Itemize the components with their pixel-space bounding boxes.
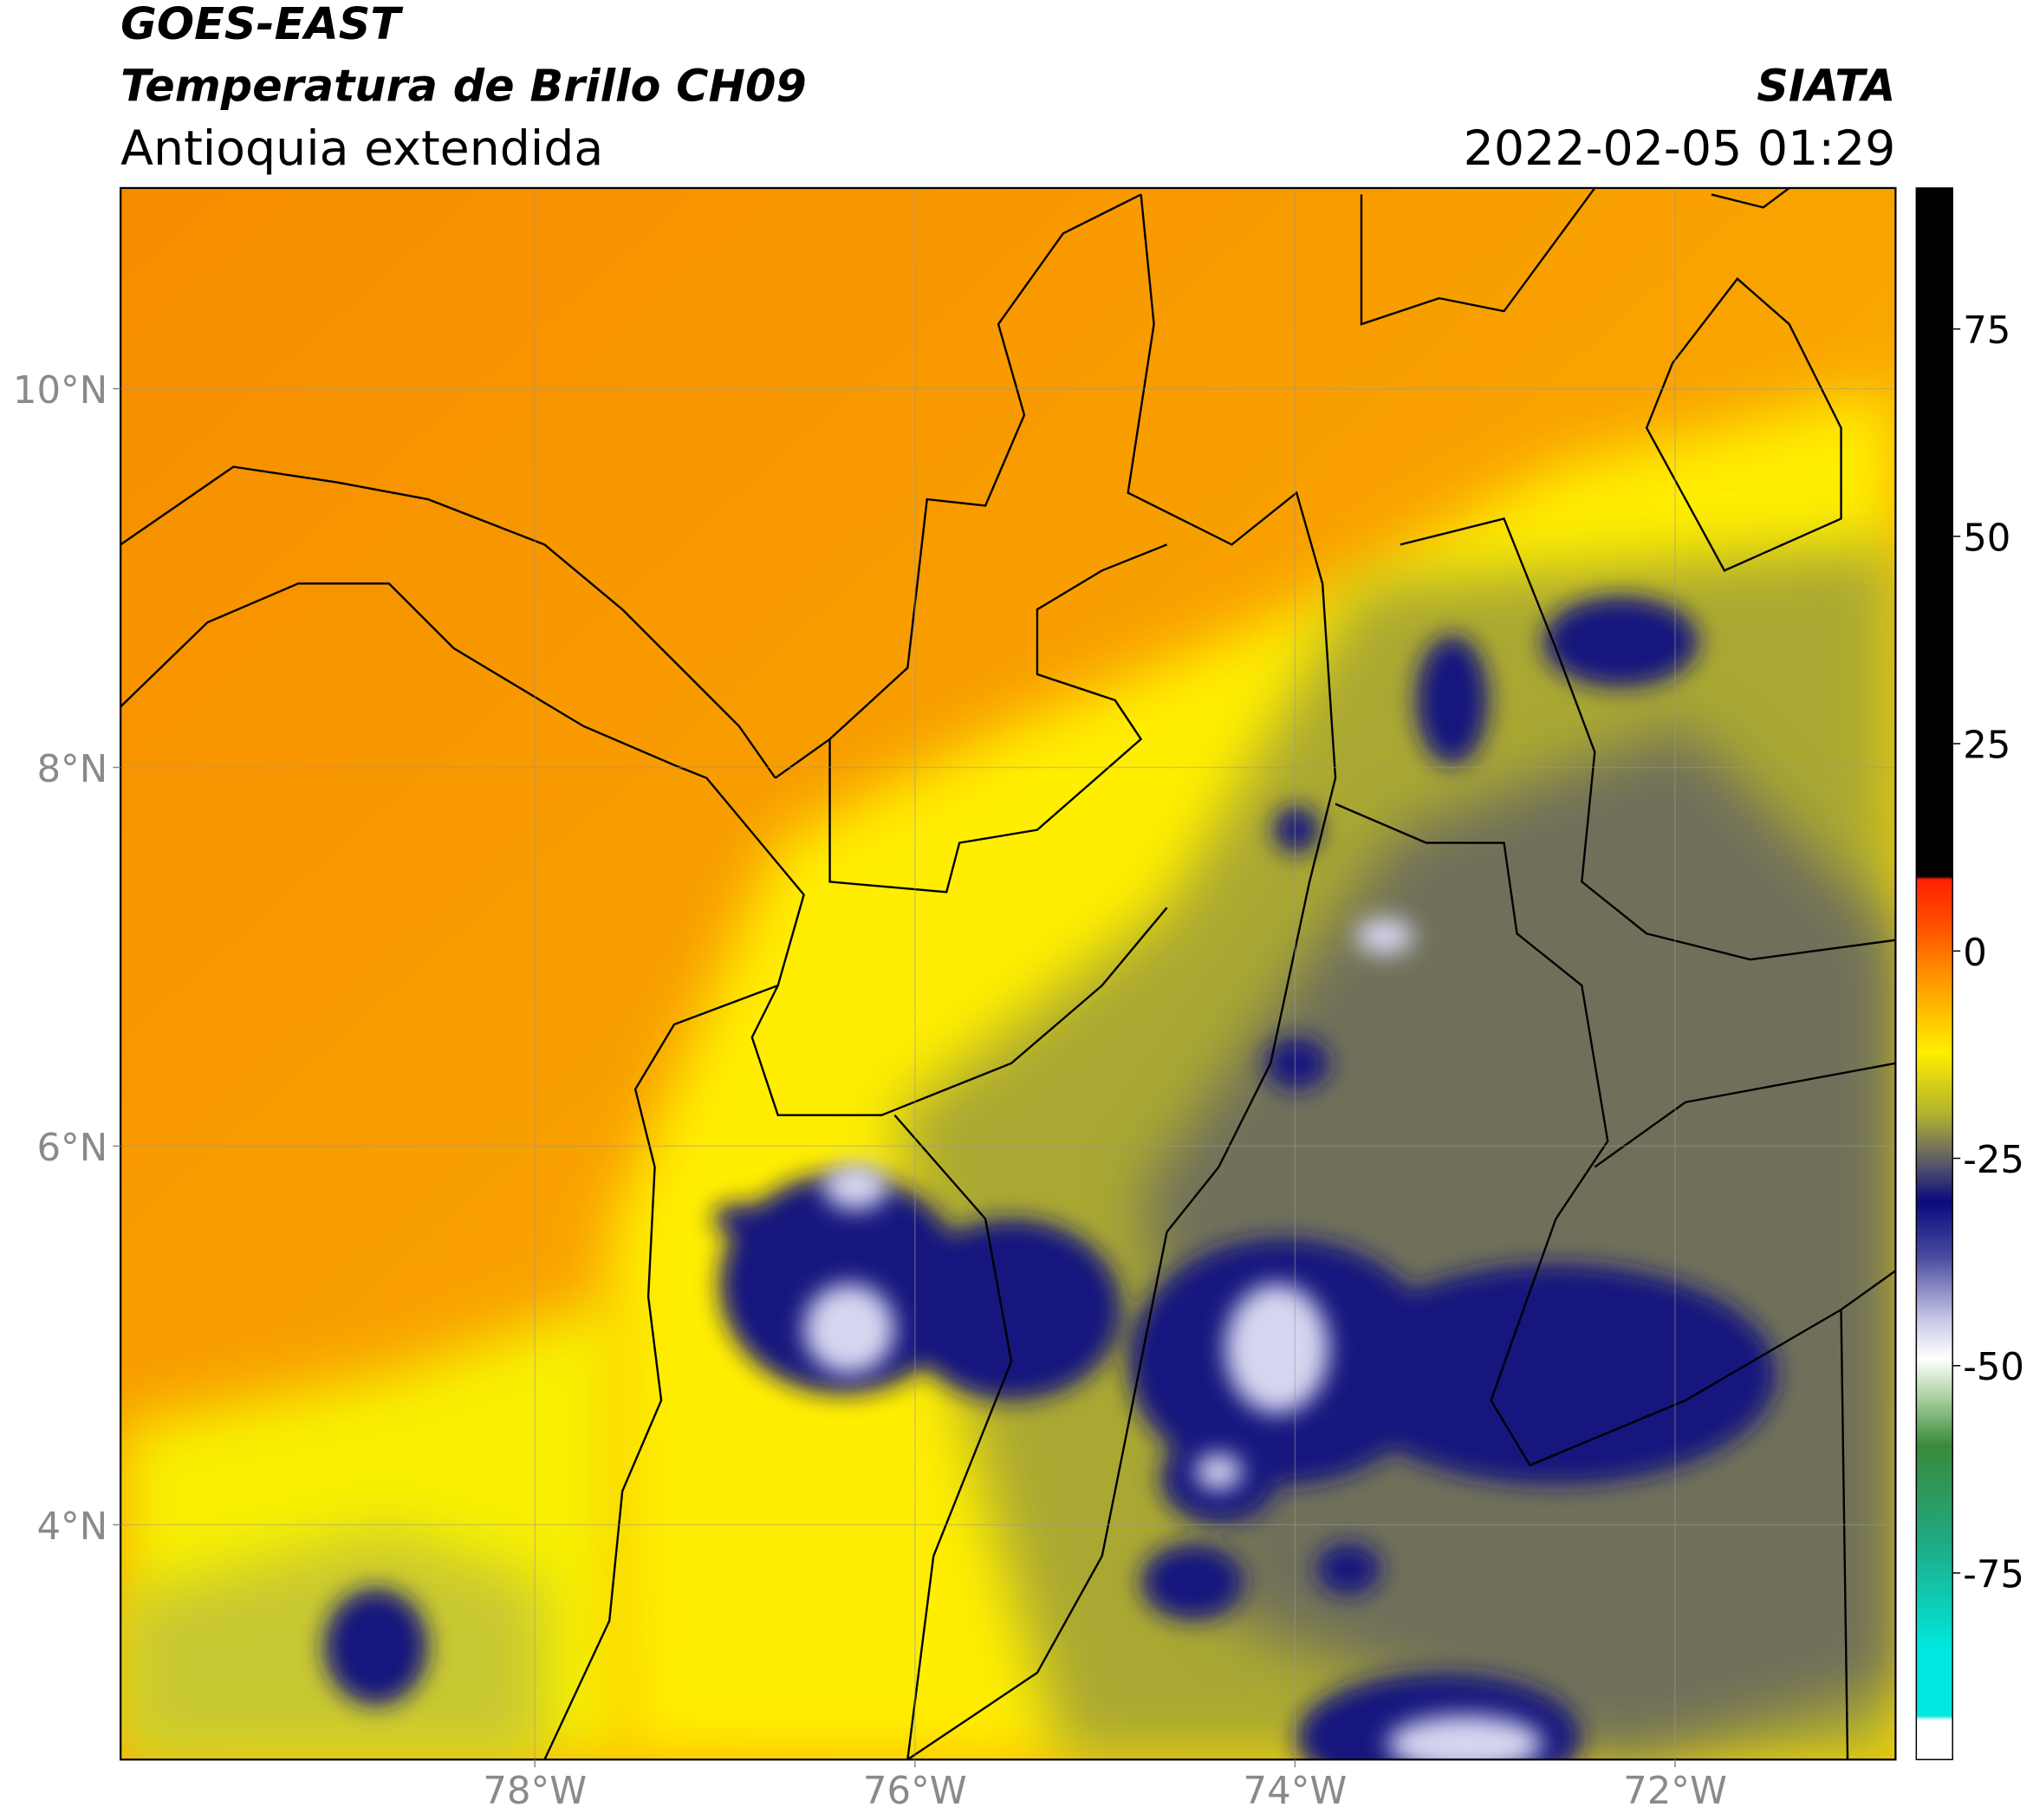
colorbar-label: 75 <box>1963 309 2010 353</box>
colorbar <box>1915 187 1953 1761</box>
map-frame <box>120 186 1897 1761</box>
title: GOES-EAST <box>120 0 404 49</box>
colorbar-label: 0 <box>1963 932 1987 975</box>
source: SIATA <box>1757 61 1895 112</box>
region: Antioquia extendida <box>120 121 603 177</box>
timestamp: 2022-02-05 01:29 <box>1464 121 1896 177</box>
x-tick-label: 72°W <box>1623 1770 1727 1813</box>
colorbar-label: 25 <box>1963 725 2010 768</box>
colorbar-label: 50 <box>1963 517 2010 560</box>
grid <box>120 187 1896 1760</box>
x-tick-label: 78°W <box>483 1770 587 1813</box>
colorbar-label: -75 <box>1963 1553 2024 1596</box>
satellite-image <box>120 187 1896 1760</box>
y-tick-label: 8°N <box>36 748 107 791</box>
y-tick-label: 6°N <box>36 1127 107 1170</box>
x-tick-label: 76°W <box>863 1770 967 1813</box>
colorbar-label: -50 <box>1963 1346 2024 1389</box>
subtitle: Temperatura de Brillo CH09 <box>120 61 807 112</box>
coastlines <box>120 187 1896 1760</box>
y-tick-label: 4°N <box>36 1505 107 1549</box>
colorbar-label: -25 <box>1963 1139 2024 1182</box>
y-tick-label: 10°N <box>13 369 107 413</box>
x-tick-label: 74°W <box>1244 1770 1348 1813</box>
